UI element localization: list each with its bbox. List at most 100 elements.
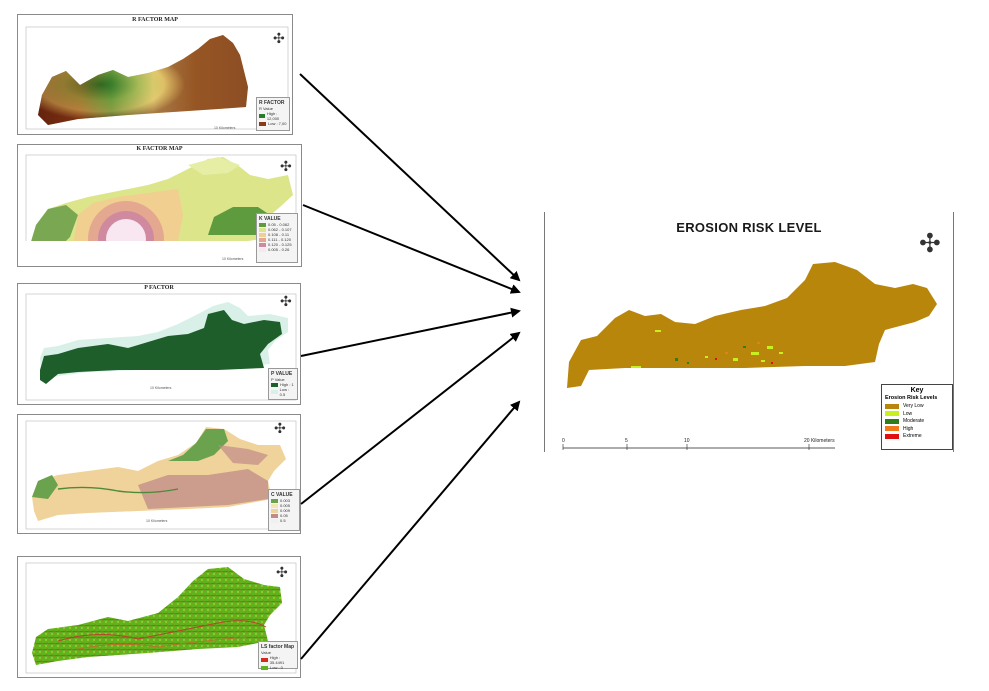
key-title: Key [910,387,924,394]
c-legend-row: 0.009 [271,508,297,513]
erosion-risk-raster [562,262,937,450]
c-legend-row-label: 0.009 [280,508,291,513]
k-legend-row: 0.111 - 0.120 [259,237,295,242]
north-arrow-icon: ✣ [280,158,292,174]
c-scale: 10 Kilometers [146,519,168,523]
moderate-swatch [885,418,899,424]
k-scale: 10 Kilometers [222,257,244,261]
k-legend-title: K VALUE [259,216,281,222]
c-legend-row-label: 0.05 [280,513,288,518]
ls-legend-high: High : 35.4491 [269,655,285,665]
k-legend-row-label: 0.120 - 0.125 [268,242,292,247]
p-factor-raster [25,293,297,401]
key-subtitle: Erosion Risk Levels [885,395,938,401]
r-factor-map: R FACTOR MAP ✣ R FACTOR R Value High : 1… [17,14,293,135]
k-legend-row: 0.108 - 0.11 [259,232,295,237]
c-legend-row: 0.003 [271,498,297,503]
k-legend-row-label: 0.108 - 0.11 [268,232,290,237]
high-swatch [885,426,899,431]
r-scale: 10 Kilometers [214,126,236,130]
key-row-very-low: Very Low [885,403,952,409]
p-legend-low: Low : 0.5 [279,387,290,397]
p-legend-low-row: Low : 0.5 [271,387,295,397]
k-legend-row-label: 0.111 - 0.120 [268,237,291,242]
low-swatch [885,411,899,416]
k-legend-row: 0.005 - 0.26 [259,247,295,252]
r-factor-raster [25,26,289,130]
arrow-r-to-result [299,73,521,282]
key-label: Very Low [903,403,924,409]
p-scale: 10 Kilometers [150,386,172,390]
k-factor-raster [18,154,301,266]
c-legend-title: C VALUE [271,492,293,498]
r-legend-sub: R Value [259,106,273,111]
p-factor-legend: P VALUE P Value High : 1 Low : 0.5 [268,368,298,400]
c-legend-row: 0.5 [271,518,297,523]
r-factor-legend: R FACTOR R Value High : 12,000 Low : 7,0… [256,97,290,131]
p-legend-sub: P Value [271,377,285,382]
high-risk-patches [725,342,760,354]
r-legend-low: Low : 7,00 [268,121,287,126]
k-legend-row-label: 0.062 - 0.107 [268,227,292,232]
k-factor-title: K FACTOR MAP [136,146,183,152]
k-legend-row: 0.120 - 0.125 [259,242,295,247]
k-factor-legend: K VALUE 0.05 - 0.062 0.062 - 0.107 0.108… [256,213,298,263]
key-label: Extreme [903,433,922,439]
key-label: Moderate [903,418,925,424]
r-factor-title: R FACTOR MAP [132,17,178,23]
ls-factor-raster [25,562,297,674]
c-factor-raster [25,420,297,530]
p-factor-map: P FACTOR ✣ P VALUE P Value High : 1 Low … [17,283,301,405]
north-arrow-icon: ✣ [280,293,292,309]
k-factor-map: K FACTOR MAP ✣ K VALUE 0.05 - 0.062 0.06… [17,144,302,267]
scale-label-0: 0 [562,438,565,444]
ls-legend-low-row: Low : 0 [261,665,295,670]
k-legend-row-label: 0.05 - 0.062 [268,222,290,227]
p-legend-high: High : 1 [280,382,294,387]
erosion-key-legend: Key Erosion Risk Levels Very Low Low Mod… [881,384,953,450]
key-label: Low [903,410,913,417]
p-legend-title: P VALUE [271,371,293,377]
north-arrow-icon: ✣ [276,564,288,580]
r-legend-title: R FACTOR [259,100,285,106]
c-legend-row-label: 0.5 [280,518,286,523]
moderate-risk-patches [675,346,746,364]
ls-legend-sub: Value [261,650,271,655]
low-risk-patches [631,330,783,368]
north-arrow-icon: ✣ [273,30,285,46]
key-label: High [903,425,914,432]
c-legend-row-label: 0.005 [280,503,291,508]
north-arrow-icon: ✣ [919,228,941,258]
ls-factor-legend: LS factor Map Value High : 35.4491 Low :… [258,641,298,670]
erosion-risk-map: EROSION RISK LEVEL ✣ [544,212,954,452]
key-row-moderate: Moderate [885,418,952,424]
r-legend-low-row: Low : 7,00 [259,121,287,126]
r-legend-high-row: High : 12,000 [259,111,287,121]
very-low-swatch [885,403,899,409]
key-row-low: Low [885,411,952,417]
k-legend-row: 0.05 - 0.062 [259,222,295,227]
north-arrow-icon: ✣ [274,420,286,436]
scale-label-5: 5 [625,438,628,444]
p-legend-high-row: High : 1 [271,382,295,387]
ls-legend-title: LS factor Map [261,644,295,650]
arrow-c-to-result [300,331,521,505]
erosion-risk-title: EROSION RISK LEVEL [676,220,822,235]
scale-label-10: 10 [684,438,690,444]
c-legend-row: 0.005 [271,503,297,508]
arrow-p-to-result [300,307,521,357]
ls-legend-high-row: High : 35.4491 [261,655,295,665]
key-row-extreme: Extreme [885,433,952,439]
ls-legend-low: Low : 0 [270,665,283,670]
k-legend-row-label: 0.005 - 0.26 [268,247,290,252]
arrow-ls-to-result [300,400,521,660]
ls-factor-map: ✣ LS factor Map Value High : 35.4491 Low… [17,556,301,678]
extreme-risk-patches [715,358,773,364]
r-legend-high: High : 12,000 [266,111,280,121]
scale-label-20: 20 Kilometers [804,438,835,444]
c-factor-map: ✣ C VALUE 0.003 0.005 0.009 0.05 0.5 10 … [17,414,301,534]
arrow-k-to-result [302,204,521,294]
c-legend-row: 0.05 [271,513,297,518]
extreme-swatch [885,433,899,439]
